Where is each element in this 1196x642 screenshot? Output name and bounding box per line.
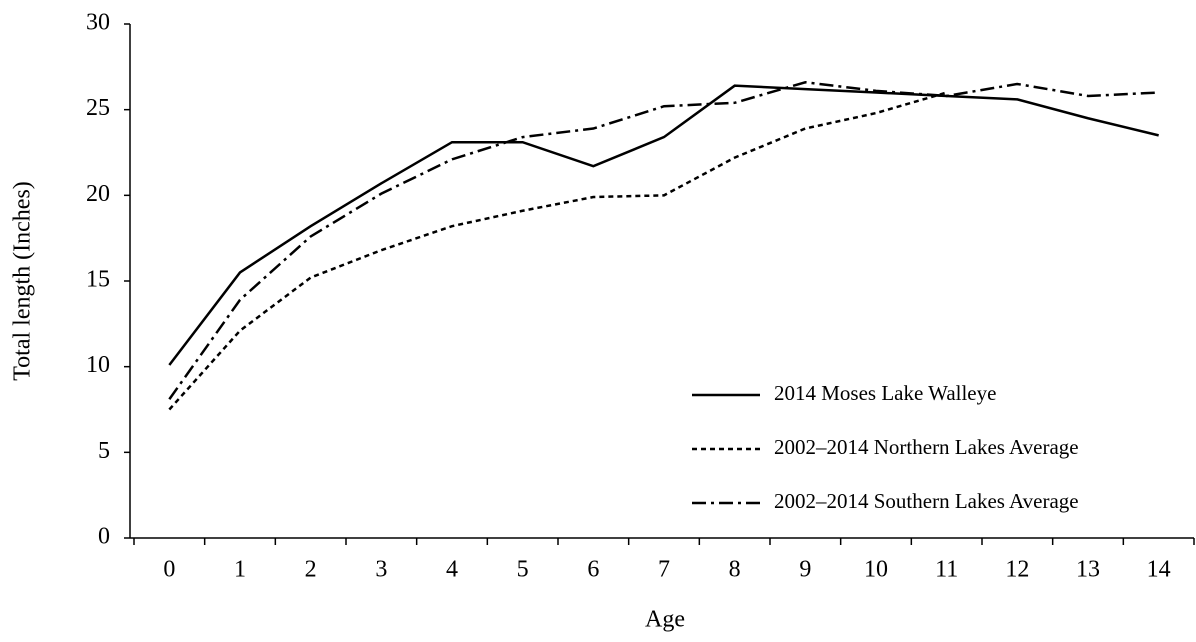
- y-tick-label: 5: [98, 438, 110, 464]
- y-tick-label: 30: [86, 10, 110, 36]
- y-tick-label: 15: [86, 267, 110, 293]
- y-tick-label: 0: [98, 524, 110, 550]
- x-tick-label: 3: [375, 557, 387, 583]
- legend-label: 2014 Moses Lake Walleye: [774, 381, 996, 405]
- x-tick-label: 12: [1005, 557, 1029, 583]
- series-line: [168, 84, 1159, 366]
- x-axis-label: Age: [645, 607, 685, 633]
- y-tick-label: 25: [86, 95, 110, 121]
- y-axis-label: Total length (Inches): [10, 181, 36, 381]
- legend-label: 2002–2014 Southern Lakes Average: [774, 489, 1079, 513]
- series-line: [168, 91, 948, 411]
- x-tick-label: 2: [305, 557, 317, 583]
- x-tick-label: 10: [864, 557, 888, 583]
- series-line: [168, 80, 1159, 400]
- x-tick-label: 1: [234, 557, 246, 583]
- x-tick-label: 9: [799, 557, 811, 583]
- y-tick-label: 20: [86, 181, 110, 207]
- x-tick-label: 11: [935, 557, 958, 583]
- x-tick-label: 4: [446, 557, 458, 583]
- legend-label: 2002–2014 Northern Lakes Average: [774, 435, 1079, 459]
- x-tick-label: 14: [1147, 557, 1171, 583]
- x-tick-label: 8: [729, 557, 741, 583]
- y-tick-label: 10: [86, 352, 110, 378]
- x-tick-label: 0: [163, 557, 175, 583]
- x-tick-label: 7: [658, 557, 670, 583]
- x-tick-label: 5: [517, 557, 529, 583]
- x-tick-label: 13: [1076, 557, 1100, 583]
- x-tick-label: 6: [587, 557, 599, 583]
